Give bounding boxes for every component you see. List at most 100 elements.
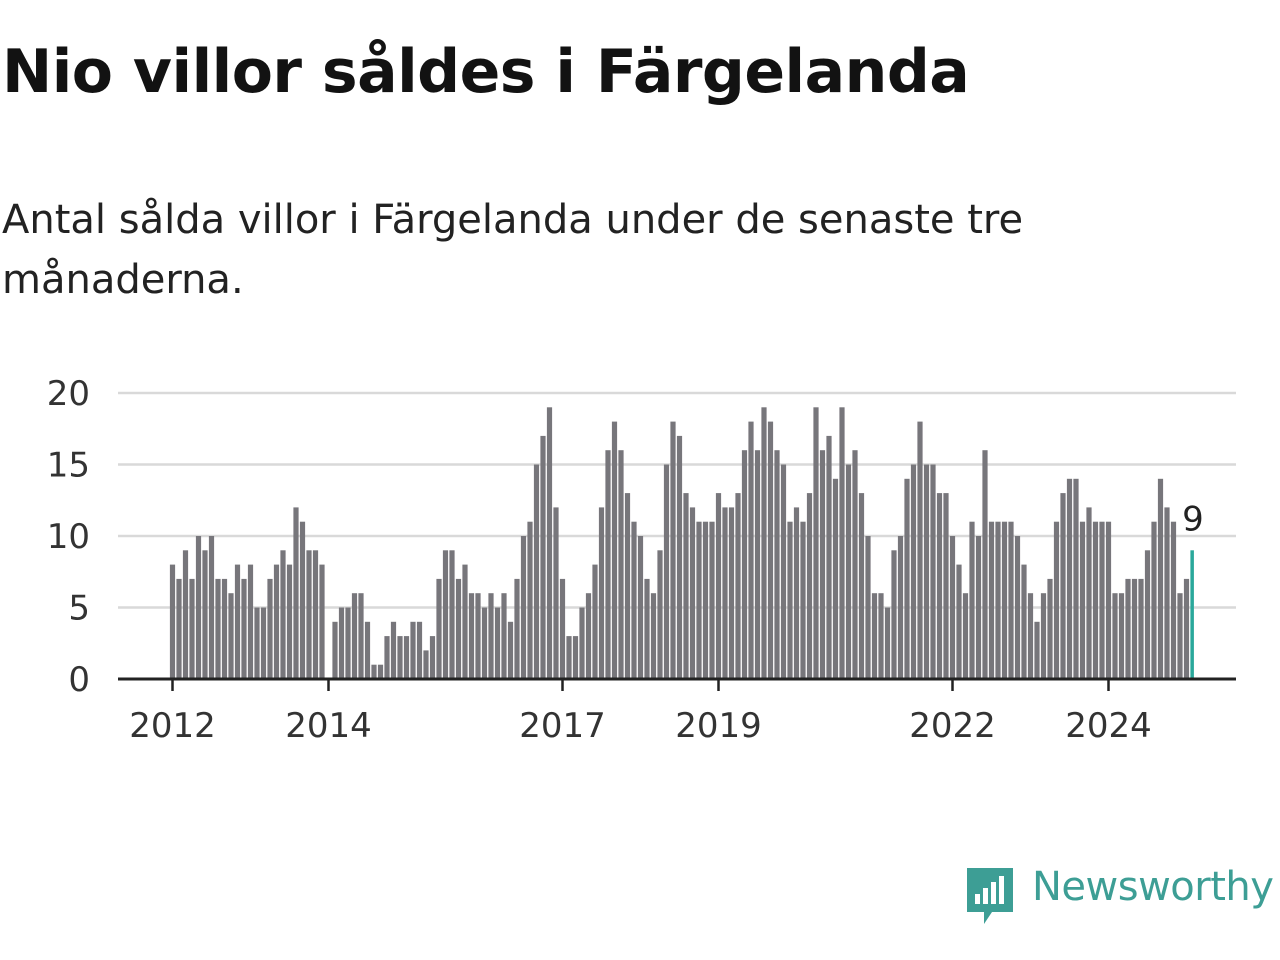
bar [553,507,559,679]
bar [1053,521,1060,679]
bar [1014,536,1021,679]
bar [793,507,800,679]
bar [657,550,663,679]
bar [273,564,280,679]
bar [507,621,514,679]
bar [306,550,312,679]
y-tick-label: 20 [47,374,90,414]
x-tick-label: 2022 [909,706,996,746]
bar [722,507,728,679]
bar [436,578,442,679]
bar [1144,550,1151,679]
bar [228,593,234,679]
x-tick-label: 2019 [675,706,762,746]
y-tick-label: 5 [68,589,90,629]
bar [195,536,202,679]
bar [397,636,403,679]
bar [520,536,527,679]
bar [299,521,306,679]
x-tick-label: 2012 [129,706,216,746]
bar [527,521,533,679]
bar [1086,507,1092,679]
bar [819,450,826,679]
bar [943,493,949,679]
bar [774,450,780,679]
bar [969,521,975,679]
bar [754,450,761,679]
bar [1157,478,1164,679]
bar [286,564,293,679]
bar [897,536,904,679]
bar [1151,521,1157,679]
bar [403,636,410,679]
newsworthy-logo-icon [967,868,1013,924]
bar [351,593,358,679]
bar [319,564,325,679]
bar [338,607,345,679]
bar [241,578,247,679]
bar [449,550,455,679]
bar [1118,593,1125,679]
bar [423,650,429,679]
bar [566,636,572,679]
bar [358,593,364,679]
x-axis-ticks: 2012 2014 2017 2019 2022 2024 [129,679,1152,746]
bar [995,521,1001,679]
x-tick-label: 2017 [519,706,606,746]
bar [579,607,585,679]
brand-name: Newsworthy [1032,864,1274,910]
bar [384,636,390,679]
bar [1125,578,1131,679]
bar [189,578,195,679]
bar [202,550,208,679]
bar [176,578,182,679]
bar [267,578,273,679]
bars [169,407,1194,679]
bar [364,621,371,679]
bar [650,593,657,679]
bar [852,450,858,679]
bar [598,507,605,679]
bar [592,564,598,679]
bar [559,578,566,679]
x-tick-label: 2014 [285,706,372,746]
bar [956,564,962,679]
bar [1047,578,1053,679]
bar [254,607,260,679]
bar [910,464,917,679]
bar [514,578,520,679]
bar [247,564,254,679]
bar [1170,521,1177,679]
bar [728,507,735,679]
bar [949,536,956,679]
bar [540,435,546,679]
bar [676,435,683,679]
bar [1177,593,1183,679]
bar [371,664,377,679]
bar [884,607,891,679]
bar [475,593,481,679]
bar [481,607,488,679]
bar [572,636,579,679]
bar [962,593,969,679]
bar [936,493,943,679]
bar [670,421,676,679]
bar [865,536,871,679]
bar [390,621,397,679]
bar [683,493,689,679]
annotation: 9 [1182,499,1204,539]
bar [735,493,741,679]
bar [618,450,624,679]
bar [221,578,228,679]
bar [1164,507,1170,679]
bar [1183,578,1190,679]
bar [1099,521,1105,679]
bar [312,550,319,679]
bar [826,435,832,679]
bar [644,578,650,679]
bar [494,607,501,679]
bar [501,593,507,679]
bar [813,407,819,679]
bar [1079,521,1086,679]
bar [741,450,748,679]
